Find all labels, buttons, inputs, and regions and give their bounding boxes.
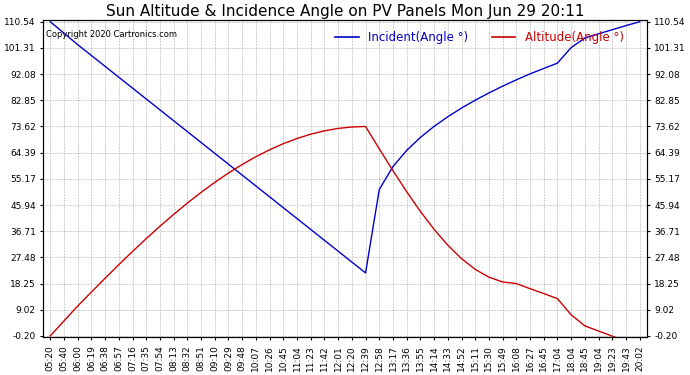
Title: Sun Altitude & Incidence Angle on PV Panels Mon Jun 29 20:11: Sun Altitude & Incidence Angle on PV Pan… [106,4,584,19]
Text: Copyright 2020 Cartronics.com: Copyright 2020 Cartronics.com [46,30,177,39]
Legend: Incident(Angle °), Altitude(Angle °): Incident(Angle °), Altitude(Angle °) [331,26,629,49]
